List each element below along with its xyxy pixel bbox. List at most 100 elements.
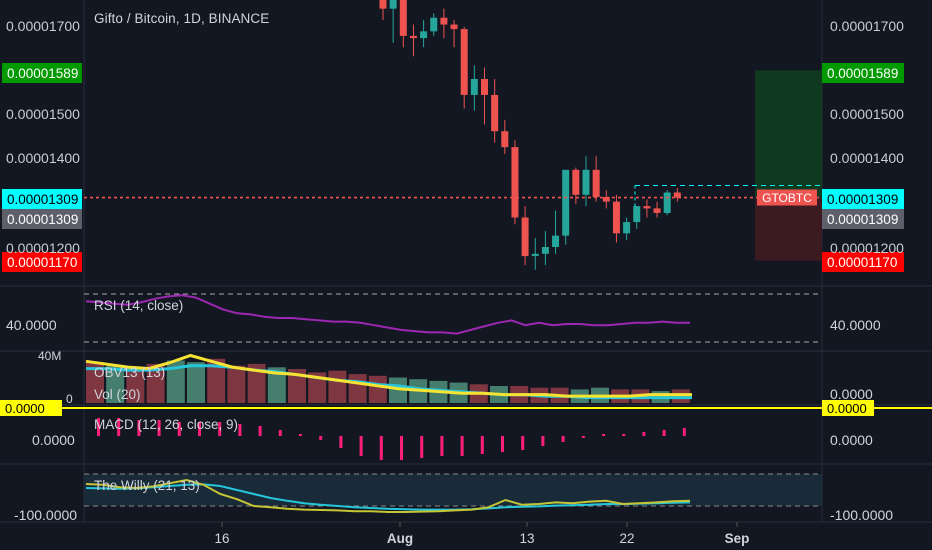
candle-body [623, 222, 631, 234]
macd-hist-bar [198, 422, 201, 436]
candle-body [562, 169, 570, 236]
vol-axis-zero: 0 [66, 392, 73, 406]
price-tick-right: 0.00001500 [830, 106, 904, 122]
macd-hist-bar [339, 436, 343, 448]
macd-zero-badge-left [0, 400, 62, 416]
price-overlays: GTOBTC 0.00001589 0.00001589 0.00001309 0.00… [2, 63, 904, 272]
macd-hist-bar [561, 436, 565, 442]
volume-bar [368, 375, 387, 403]
candle-body [440, 17, 448, 25]
volume-bar [106, 365, 125, 403]
macd-hist-bar [460, 436, 464, 456]
price-badge [2, 189, 82, 209]
macd-hist-bar [218, 422, 222, 436]
price-tick-left: 0.00001400 [6, 150, 80, 166]
candlestick-series [379, 0, 681, 270]
time-tick-label: Aug [387, 531, 413, 546]
time-tick-label: Sep [725, 531, 750, 546]
macd-hist-bar [117, 418, 121, 436]
macd-hist-bar [602, 434, 605, 436]
price-tick-right: 0.00001400 [830, 150, 904, 166]
willy-line [85, 478, 691, 513]
obv-label: OBV13 (13) [94, 365, 165, 380]
macd-hist-bar [521, 436, 525, 450]
time-tick-label: 22 [619, 531, 634, 546]
candle-body [592, 169, 600, 198]
macd-zero-badge-right-text: 0.0000 [827, 401, 867, 416]
candle-body [572, 169, 580, 195]
volume-bar [146, 363, 165, 403]
macd-hist-bar [400, 436, 403, 460]
macd-hist-bar [642, 432, 646, 436]
candle-body [552, 235, 560, 247]
macd-axis-left: 0.0000 [32, 432, 75, 448]
macd-hist-bar [541, 436, 545, 446]
price-badge [2, 209, 82, 229]
price-badge-label: 0.00001309 [827, 192, 898, 207]
rsi-line [85, 294, 690, 335]
macd-hist-bar [440, 436, 444, 456]
macd-hist-bar [319, 436, 323, 440]
macd-hist-bar [480, 436, 484, 454]
candle-body [491, 94, 499, 132]
macd-hist-bar [177, 422, 181, 436]
symbol-badge [757, 189, 817, 206]
candle-body [409, 35, 417, 39]
candle-body [450, 24, 458, 30]
chart-title: Gifto / Bitcoin, 1D, BINANCE [94, 11, 270, 26]
price-tick-left: 0.00001500 [6, 106, 80, 122]
axes: 16 Aug 13 22 Sep [214, 522, 749, 546]
candle-body [541, 247, 549, 254]
volume-bar [247, 363, 266, 403]
macd-hist-bar [137, 420, 141, 436]
macd-pane[interactable]: 0.0000 0.0000 MACD (12, 26, close, 9) 0.000… [0, 400, 932, 460]
candle-body [521, 217, 529, 257]
macd-hist-bar [278, 430, 282, 436]
candle-body [420, 31, 428, 39]
price-badge [822, 189, 904, 209]
volume-bar [308, 372, 327, 403]
macd-hist-bar [157, 420, 161, 436]
rsi-axis-left: 40.0000 [6, 317, 57, 333]
willy-signal-line [85, 483, 691, 511]
candle-body [460, 29, 468, 95]
candle-body [470, 79, 478, 95]
candle-body [673, 192, 681, 198]
volume-bar [126, 367, 145, 403]
macd-axis-right: 0.0000 [830, 432, 873, 448]
volume-bar [86, 362, 104, 403]
vol-axis-left: 40M [38, 349, 61, 363]
volume-obv-pane[interactable]: OBV13 (13) Vol (20) 40M 0 0.0000 [38, 349, 873, 406]
vol-label: Vol (20) [94, 387, 141, 402]
willy-axis-right: -100.0000 [830, 507, 893, 523]
long-position-zone[interactable] [755, 70, 822, 261]
candle-body [501, 131, 509, 148]
price-tick-right: 0.00001700 [830, 18, 904, 34]
candle-body [643, 206, 651, 209]
volume-bar [207, 358, 226, 403]
volume-bar [389, 377, 407, 403]
price-badge-label: 0.00001170 [7, 255, 77, 270]
vol-axis-right: 0.0000 [830, 386, 873, 402]
willy-band [84, 474, 822, 506]
macd-zero-badge-right [822, 400, 874, 416]
macd-label: MACD (12, 26, close, 9) [94, 417, 238, 432]
price-badge-label: 0.00001309 [7, 192, 78, 207]
price-badge-label: 0.00001309 [827, 212, 898, 227]
price-tick-right: 0.00001200 [830, 240, 904, 256]
price-badge [822, 252, 904, 272]
price-badge [822, 63, 904, 83]
volume-bar [288, 369, 306, 403]
candle-body [399, 0, 407, 36]
rsi-label: RSI (14, close) [94, 298, 183, 313]
macd-zero-badge-left-text: 0.0000 [5, 401, 45, 416]
obv-line [85, 353, 692, 398]
volume-bar [328, 370, 347, 403]
macd-hist-bar [97, 418, 100, 436]
willy-pane[interactable]: The Willy (21, 13) -100.0000 -100.0000 [14, 473, 893, 523]
candle-body [663, 192, 671, 213]
rsi-pane[interactable]: RSI (14, close) 40.0000 40.0000 [6, 293, 881, 343]
macd-hist-bar [622, 434, 626, 436]
volume-bar [348, 374, 367, 403]
